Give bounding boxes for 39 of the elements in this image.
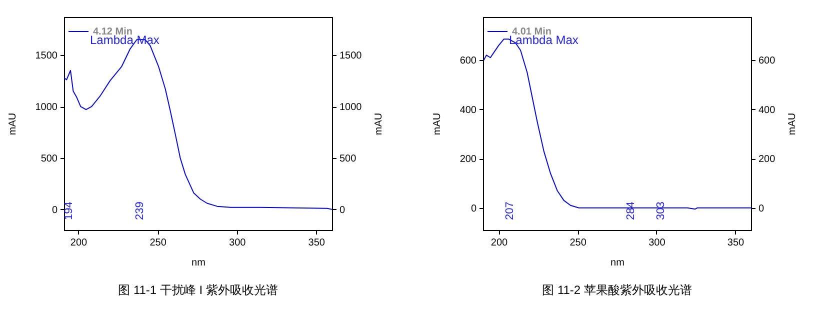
y2-axis-title: mAU [374, 112, 385, 136]
text: 图 11-1 干扰峰 I 紫外吸收光谱 [118, 283, 278, 297]
y2-tick-label: 400 [758, 104, 776, 116]
y-tick-label: 600 [460, 56, 477, 67]
x-axis-title: nm [192, 258, 206, 268]
y2-axis-title: mAU [787, 112, 798, 136]
x-tick-label: 300 [229, 238, 246, 248]
x-tick-label: 200 [490, 238, 508, 248]
y-tick-label: 0 [470, 203, 477, 214]
x-tick-label: 350 [308, 238, 326, 248]
annotation: 239 [134, 202, 146, 220]
y2-tick-label: 500 [340, 153, 357, 164]
annotation: 207 [504, 202, 516, 220]
x-axis-title: nm [610, 258, 624, 268]
y-tick-label: 0 [52, 204, 58, 216]
y2-tick-label: 1000 [340, 102, 362, 114]
y-tick-label: 200 [460, 154, 477, 166]
x-tick-label: 250 [150, 238, 167, 248]
annotation: 194 [62, 202, 75, 220]
annotation: Lambda Max [509, 33, 578, 47]
x-tick-label: 350 [727, 238, 745, 248]
y-tick-label: 500 [40, 153, 58, 164]
x-tick-label: 300 [648, 238, 666, 248]
annotation: 284 [625, 202, 638, 220]
y2-tick-label: 0 [758, 203, 764, 214]
x-tick-label: 250 [570, 238, 587, 248]
y-tick-label: 1500 [35, 50, 58, 62]
y2-tick-label: 200 [758, 154, 776, 166]
y-tick-label: 1000 [35, 102, 58, 114]
y2-tick-label: 0 [340, 204, 346, 216]
annotation: Lambda Max [90, 33, 160, 47]
y-axis-title: mAU [432, 112, 443, 136]
y2-tick-label: 1500 [340, 50, 362, 62]
annotation: 303 [655, 202, 668, 220]
text: 图 11-2 苹果酸紫外吸收光谱 [542, 283, 692, 297]
x-tick-label: 200 [70, 238, 88, 248]
y-axis-title: mAU [7, 112, 18, 136]
y-tick-label: 400 [460, 104, 477, 116]
y2-tick-label: 600 [758, 56, 776, 67]
